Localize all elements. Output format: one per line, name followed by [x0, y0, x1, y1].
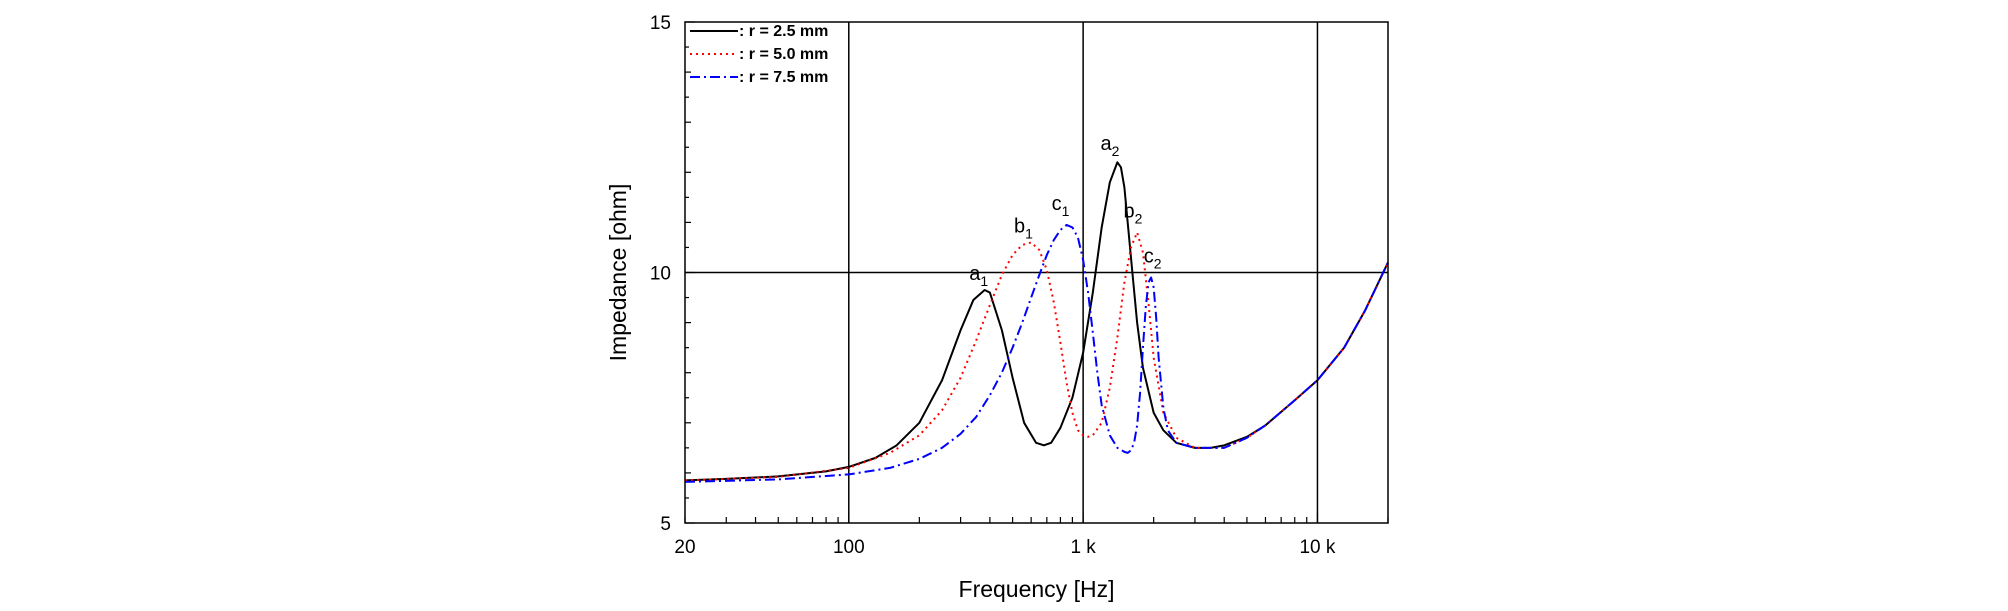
- x-tick-label: 10 k: [1299, 537, 1335, 558]
- legend-label-1: : r = 2.5 mm: [739, 23, 828, 40]
- x-tick-label: 100: [833, 537, 865, 558]
- peak-label-b1: b1: [1014, 215, 1033, 241]
- x-tick-label: 1 k: [1070, 537, 1096, 558]
- series-line-2: [684, 231, 1389, 482]
- axis-ticks: 20 100 1 k 10 k 5 10 15: [650, 13, 1389, 558]
- legend-label-3: : r = 7.5 mm: [739, 69, 828, 86]
- y-tick-label: 15: [650, 13, 671, 34]
- series-line-3: [684, 223, 1389, 483]
- peak-label-c2: c2: [1144, 245, 1162, 271]
- x-axis-title: Frequency [Hz]: [959, 576, 1115, 602]
- y-axis-title: Impedance [ohm]: [605, 184, 631, 362]
- peak-label-a1: a1: [969, 263, 988, 289]
- y-tick-label: 5: [660, 514, 671, 535]
- y-tick-label: 10: [650, 264, 671, 285]
- peak-label-a2: a2: [1100, 133, 1119, 159]
- peak-label-c1: c1: [1052, 193, 1070, 219]
- series-lines: [684, 161, 1389, 483]
- grid-lines: [685, 22, 1388, 523]
- series-line-1: [684, 161, 1389, 482]
- legend: : r = 2.5 mm : r = 5.0 mm : r = 7.5 mm: [690, 23, 828, 86]
- legend-label-2: : r = 5.0 mm: [739, 46, 828, 63]
- peak-label-b2: b2: [1123, 200, 1142, 226]
- x-tick-label: 20: [674, 537, 695, 558]
